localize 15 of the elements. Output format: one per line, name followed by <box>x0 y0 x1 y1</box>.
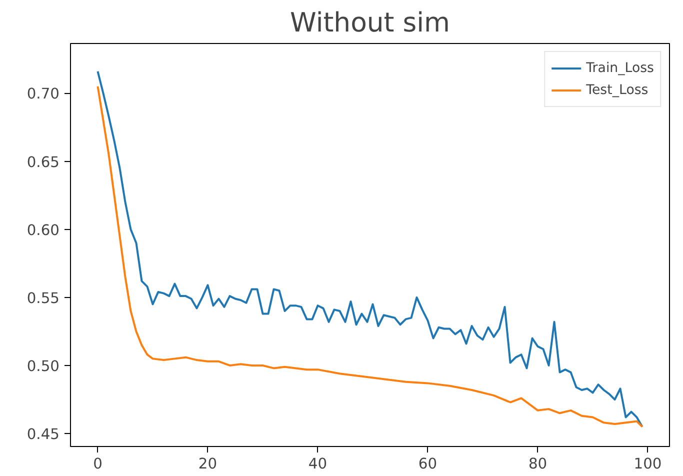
y-tick-label: 0.50 <box>26 358 60 375</box>
chart-title: Without sim <box>290 8 450 38</box>
x-tick-label: 100 <box>634 456 662 472</box>
x-tick-label: 80 <box>528 456 548 472</box>
legend-label: Train_Loss <box>586 60 654 76</box>
x-tick-label: 0 <box>93 456 102 472</box>
y-tick-label: 0.45 <box>26 426 60 444</box>
y-tick-label: 0.65 <box>26 154 60 171</box>
y-tick-label: 0.55 <box>26 290 60 307</box>
x-tick-label: 40 <box>308 456 328 472</box>
y-tick-label: 0.70 <box>26 86 60 103</box>
legend-label: Test_Loss <box>586 82 648 98</box>
y-tick-label: 0.60 <box>26 222 60 239</box>
x-tick-label: 20 <box>198 456 218 472</box>
x-tick-label: 60 <box>418 456 438 472</box>
